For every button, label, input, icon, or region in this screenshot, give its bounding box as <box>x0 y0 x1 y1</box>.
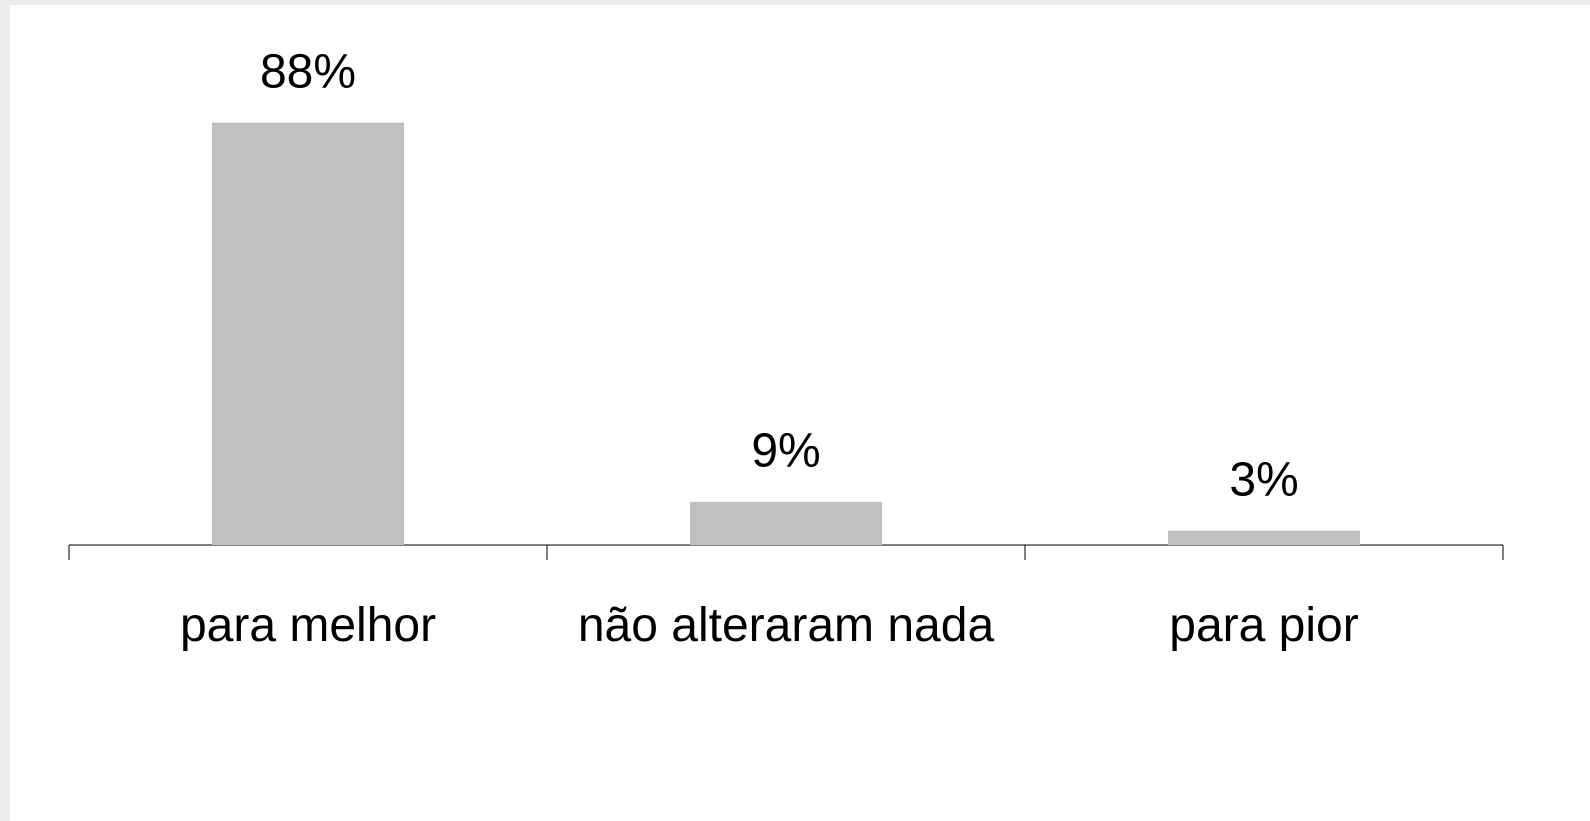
bar <box>690 501 882 545</box>
bar <box>1168 530 1360 545</box>
x-tick-label: para melhor <box>179 599 437 652</box>
value-label: 9% <box>751 424 820 477</box>
x-tick-label: para pior <box>1169 599 1359 652</box>
value-label: 88% <box>260 45 356 98</box>
value-label: 3% <box>1229 453 1298 506</box>
bar <box>212 122 404 545</box>
x-tick-label: não alteraram nada <box>577 599 995 652</box>
